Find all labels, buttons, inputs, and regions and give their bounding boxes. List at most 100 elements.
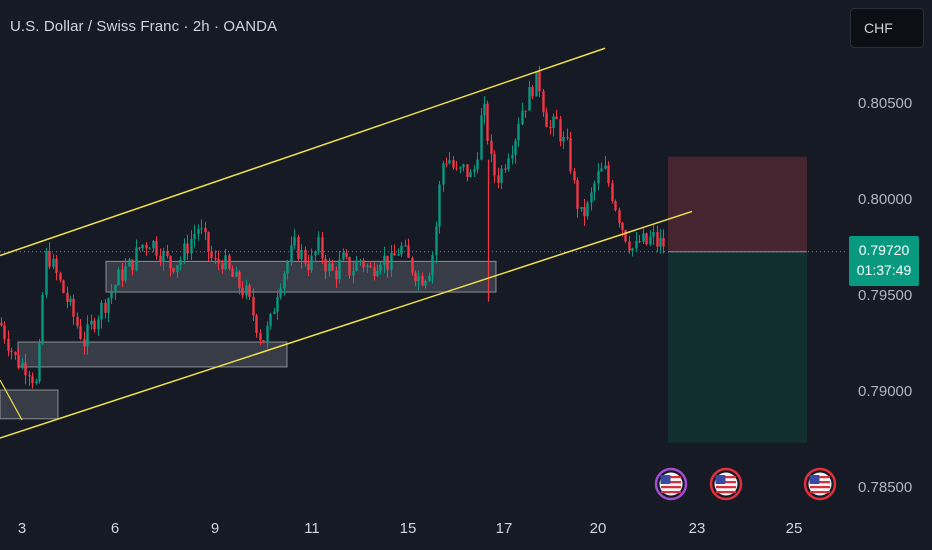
us-flag-icon-1[interactable]: [654, 467, 688, 501]
y-tick-3: 0.79000: [858, 383, 912, 400]
candle-body-14: [48, 251, 51, 267]
candle-body-176: [607, 165, 610, 184]
candle-body-17: [59, 273, 62, 281]
us-flag-icon-3[interactable]: [803, 467, 837, 501]
candle-body-172: [593, 183, 596, 193]
candle-body-111: [383, 255, 386, 265]
candle-body-21: [72, 298, 75, 317]
candle-body-25: [86, 324, 89, 347]
candle-body-143: [493, 153, 496, 176]
candle-body-164: [566, 137, 569, 139]
support-zone-1: [0, 389, 59, 420]
candle-body-91: [314, 251, 317, 256]
candle-body-61: [210, 252, 213, 258]
candle-body-148: [511, 154, 514, 159]
candle-body-79: [273, 311, 276, 314]
stop-loss-zone: [668, 156, 807, 252]
candle-body-9: [31, 376, 34, 384]
candle-body-41: [141, 244, 144, 249]
candle-body-119: [411, 257, 414, 273]
candle-body-104: [359, 260, 362, 262]
candle-body-8: [28, 375, 31, 377]
candle-body-145: [500, 168, 503, 183]
candle-body-100: [345, 252, 348, 257]
candle-body-180: [621, 222, 624, 231]
candle-body-184: [635, 241, 638, 249]
candle-body-187: [645, 233, 648, 245]
candle-body-15: [52, 258, 55, 267]
candle-body-159: [549, 126, 552, 129]
candle-body-107: [369, 265, 372, 268]
candle-body-54: [186, 243, 189, 254]
x-tick-2: 9: [211, 520, 219, 537]
y-tick-1: 0.80000: [858, 191, 912, 208]
candle-body-98: [338, 259, 341, 280]
candle-body-22: [76, 316, 79, 327]
candle-body-96: [331, 263, 334, 271]
candle-body-192: [662, 237, 665, 247]
candle-body-165: [569, 138, 572, 172]
x-tick-5: 17: [496, 520, 513, 537]
candle-body-94: [324, 258, 327, 272]
candle-body-123: [424, 281, 427, 286]
candle-body-121: [417, 275, 420, 282]
candle-body-163: [562, 137, 565, 142]
candle-body-77: [266, 325, 269, 343]
candle-body-152: [524, 110, 527, 112]
time-axis[interactable]: 3 6 9 11 15 17 20 23 25: [18, 520, 803, 537]
candle-body-70: [241, 288, 244, 296]
candle-body-65: [224, 255, 227, 270]
candle-body-0: [0, 322, 3, 326]
candle-body-29: [100, 302, 103, 320]
candle-body-171: [590, 192, 593, 203]
candle-body-51: [176, 265, 179, 272]
candle-body-101: [348, 256, 351, 276]
candle-body-131: [452, 160, 455, 168]
candle-body-144: [497, 175, 500, 183]
channel-lines[interactable]: [0, 47, 693, 439]
candles-layer: [0, 65, 665, 389]
candle-body-156: [538, 71, 541, 92]
candle-body-112: [386, 255, 389, 270]
currency-button[interactable]: CHF: [850, 8, 924, 48]
us-flag-icon-2[interactable]: [709, 467, 743, 501]
candle-body-10: [35, 381, 38, 384]
position-tool[interactable]: [0, 156, 848, 443]
candle-body-58: [200, 228, 203, 230]
candle-body-13: [45, 251, 48, 295]
candle-body-52: [179, 259, 182, 266]
events-layer[interactable]: [654, 467, 837, 501]
price-axis[interactable]: 0.80500 0.80000 0.79500 0.79000 0.78500: [858, 95, 912, 496]
candle-body-40: [138, 247, 141, 249]
candle-body-168: [580, 206, 583, 209]
candle-body-127: [438, 184, 441, 227]
candle-body-188: [649, 236, 652, 245]
candle-body-59: [204, 228, 207, 233]
candle-body-118: [407, 245, 410, 258]
candle-body-133: [459, 167, 462, 169]
candle-body-3: [10, 350, 13, 352]
y-tick-0: 0.80500: [858, 95, 912, 112]
candle-body-38: [131, 259, 134, 271]
x-tick-3: 11: [304, 520, 320, 537]
y-tick-2: 0.79500: [858, 287, 912, 304]
candle-body-1: [3, 325, 6, 339]
candle-body-82: [283, 273, 286, 289]
channel-line-2: [0, 210, 693, 439]
candle-body-166: [573, 171, 576, 181]
candle-body-160: [552, 116, 555, 129]
candle-body-124: [428, 275, 431, 282]
candle-body-11: [38, 343, 41, 382]
candle-body-16: [55, 258, 58, 274]
candle-body-63: [217, 259, 220, 264]
candle-body-108: [373, 267, 376, 276]
candle-body-48: [166, 250, 169, 257]
candle-body-185: [638, 241, 641, 243]
candle-body-173: [597, 171, 600, 184]
candle-body-141: [486, 103, 489, 141]
candle-body-189: [652, 231, 655, 237]
candle-body-147: [507, 158, 510, 170]
x-tick-7: 23: [689, 520, 706, 537]
candle-body-83: [286, 262, 289, 274]
